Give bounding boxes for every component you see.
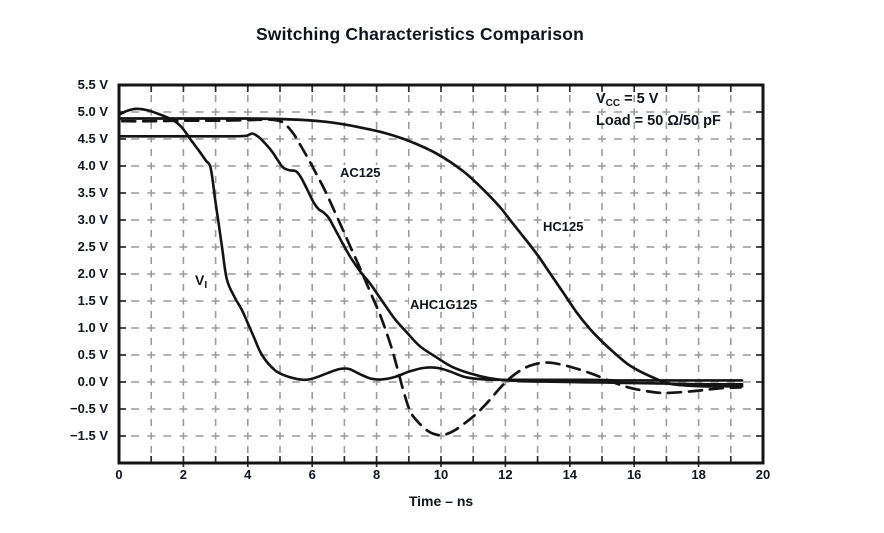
test-conditions-legend: VCC = 5 V Load = 50 Ω/50 pF [596, 89, 721, 132]
chart-title: Switching Characteristics Comparison [255, 24, 585, 44]
curve-ac125 [120, 118, 742, 437]
legend-line-vcc: VCC = 5 V [596, 91, 659, 109]
vcc-subscript: CC [605, 98, 621, 109]
curve-ahc1g125 [117, 132, 744, 386]
curve-hc125 [117, 117, 744, 388]
legend-line-load: Load = 50 Ω/50 pF [596, 113, 721, 129]
x-axis-title: Time – ns [408, 493, 474, 509]
